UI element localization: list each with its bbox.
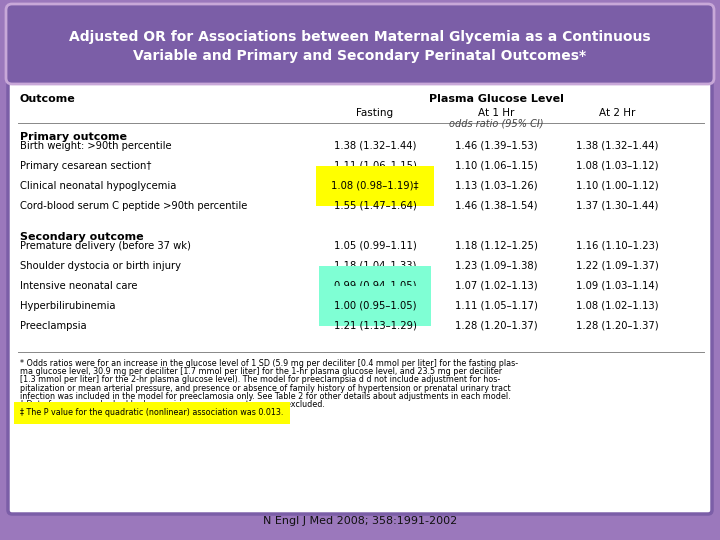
Text: At 1 Hr: At 1 Hr	[478, 108, 514, 118]
Text: 1.16 (1.10–1.23): 1.16 (1.10–1.23)	[575, 241, 658, 251]
Text: 1.09 (1.03–1.14): 1.09 (1.03–1.14)	[576, 281, 658, 291]
FancyBboxPatch shape	[8, 81, 712, 514]
Text: Variable and Primary and Secondary Perinatal Outcomes*: Variable and Primary and Secondary Perin…	[133, 49, 587, 63]
Text: 1.08 (1.03–1.12): 1.08 (1.03–1.12)	[576, 161, 658, 171]
FancyBboxPatch shape	[6, 4, 714, 84]
Text: 1.46 (1.38–1.54): 1.46 (1.38–1.54)	[455, 201, 537, 211]
Text: 1.37 (1.30–1.44): 1.37 (1.30–1.44)	[576, 201, 658, 211]
Text: 1.11 (1.05–1.17): 1.11 (1.05–1.17)	[454, 301, 537, 311]
Text: Hyperbilirubinemia: Hyperbilirubinemia	[20, 301, 115, 311]
Text: Shoulder dystocia or birth injury: Shoulder dystocia or birth injury	[20, 261, 181, 271]
Text: Plasma Glucose Level: Plasma Glucose Level	[428, 94, 564, 104]
Text: 1.23 (1.09–1.38): 1.23 (1.09–1.38)	[455, 261, 537, 271]
Text: 1.46 (1.39–1.53): 1.46 (1.39–1.53)	[455, 141, 537, 151]
Text: Intensive neonatal care: Intensive neonatal care	[20, 281, 138, 291]
Text: 1.18 (1.04–1.33): 1.18 (1.04–1.33)	[334, 261, 416, 271]
Text: 1.18 (1.12–1.25): 1.18 (1.12–1.25)	[454, 241, 537, 251]
Text: ‡ The P value for the quadratic (nonlinear) association was 0.013.: ‡ The P value for the quadratic (nonline…	[20, 408, 284, 417]
Text: 1.22 (1.09–1.37): 1.22 (1.09–1.37)	[575, 261, 658, 271]
Text: 1.13 (1.03–1.26): 1.13 (1.03–1.26)	[455, 181, 537, 191]
Text: 1.28 (1.20–1.37): 1.28 (1.20–1.37)	[455, 321, 537, 331]
Text: 0.99 (0.94–1.05): 0.99 (0.94–1.05)	[334, 281, 416, 291]
Text: 1.10 (1.00–1.12): 1.10 (1.00–1.12)	[576, 181, 658, 191]
Text: 1.38 (1.32–1.44): 1.38 (1.32–1.44)	[576, 141, 658, 151]
Text: 1.00 (0.95–1.05): 1.00 (0.95–1.05)	[334, 301, 416, 311]
Text: Primary cesarean section†: Primary cesarean section†	[20, 161, 151, 171]
Text: 1.55 (1.47–1.64): 1.55 (1.47–1.64)	[333, 201, 416, 211]
Text: 1.08 (0.98–1.19)‡: 1.08 (0.98–1.19)‡	[331, 181, 419, 191]
Text: [1.3 mmol per liter] for the 2-hr plasma glucose level). The model for preeclamp: [1.3 mmol per liter] for the 2-hr plasma…	[20, 375, 500, 384]
Text: 1.05 (0.99–1.11): 1.05 (0.99–1.11)	[333, 241, 416, 251]
Text: * Odds ratios were for an increase in the glucose level of 1 SD (5.9 mg per deci: * Odds ratios were for an increase in th…	[20, 359, 518, 368]
Text: Birth weight: >90th percentile: Birth weight: >90th percentile	[20, 141, 171, 151]
Text: † Data for women who had had a previous cesarean section were excluded.: † Data for women who had had a previous …	[20, 400, 325, 409]
Text: pitalization or mean arterial pressure, and presence or absence of family histor: pitalization or mean arterial pressure, …	[20, 383, 510, 393]
Text: infection was included in the model for preeclamosia only. See Table 2 for other: infection was included in the model for …	[20, 392, 510, 401]
Text: Adjusted OR for Associations between Maternal Glycemia as a Continuous: Adjusted OR for Associations between Mat…	[69, 30, 651, 44]
Text: ma glucose level, 30.9 mg per deciliter [1.7 mmol per liter] for the 1-hr plasma: ma glucose level, 30.9 mg per deciliter …	[20, 367, 502, 376]
Text: At 2 Hr: At 2 Hr	[599, 108, 635, 118]
Text: 1.08 (1.02–1.13): 1.08 (1.02–1.13)	[576, 301, 658, 311]
Text: 1.07 (1.02–1.13): 1.07 (1.02–1.13)	[455, 281, 537, 291]
Text: 1.10 (1.06–1.15): 1.10 (1.06–1.15)	[454, 161, 537, 171]
Text: Preeclampsia: Preeclampsia	[20, 321, 86, 331]
Text: Cord-blood serum C peptide >90th percentile: Cord-blood serum C peptide >90th percent…	[20, 201, 248, 211]
Text: Premature delivery (before 37 wk): Premature delivery (before 37 wk)	[20, 241, 191, 251]
Text: 1.38 (1.32–1.44): 1.38 (1.32–1.44)	[334, 141, 416, 151]
Text: Primary outcome: Primary outcome	[20, 132, 127, 142]
Text: 1.28 (1.20–1.37): 1.28 (1.20–1.37)	[576, 321, 658, 331]
Text: Fasting: Fasting	[356, 108, 394, 118]
Text: Clinical neonatal hypoglycemia: Clinical neonatal hypoglycemia	[20, 181, 176, 191]
Text: 1.21 (1.13–1.29): 1.21 (1.13–1.29)	[333, 321, 416, 331]
Text: Outcome: Outcome	[20, 94, 76, 104]
Text: odds ratio (95% CI): odds ratio (95% CI)	[449, 119, 544, 129]
Text: N Engl J Med 2008; 358:1991-2002: N Engl J Med 2008; 358:1991-2002	[263, 516, 457, 526]
Text: 1.11 (1.06–1.15): 1.11 (1.06–1.15)	[333, 161, 416, 171]
Text: Secondary outcome: Secondary outcome	[20, 232, 143, 242]
